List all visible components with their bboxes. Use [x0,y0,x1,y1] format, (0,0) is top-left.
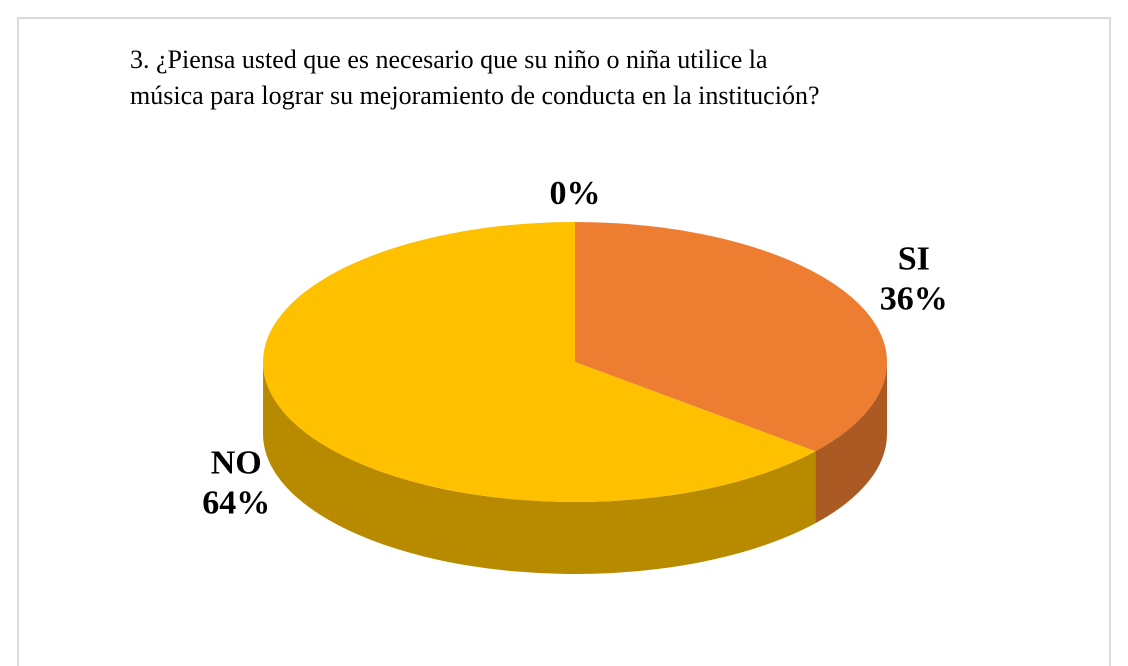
chart-frame [17,17,1111,666]
chart-title: 3. ¿Piensa usted que es necesario que su… [130,45,820,110]
pie-side [263,362,816,575]
value-label: 0% [550,175,601,212]
pie-side [815,362,887,524]
value-label: 64% [202,484,270,521]
pie-slice [575,222,887,452]
category-label: NO [211,444,262,481]
pie-slice [263,222,816,502]
category-label: SI [898,240,930,277]
value-label: 36% [880,280,948,317]
